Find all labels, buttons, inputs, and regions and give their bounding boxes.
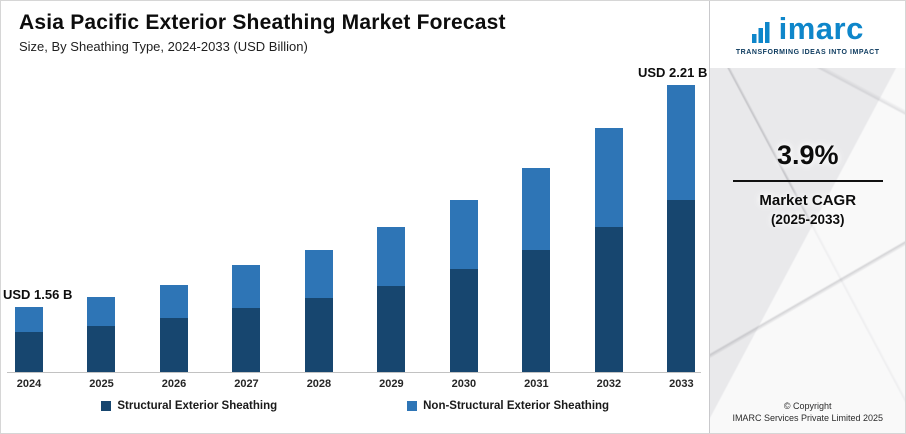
bar-segment-structural-2029 xyxy=(377,286,406,372)
bar-stack-2025 xyxy=(87,62,116,372)
bar-segment-non-structural-2031 xyxy=(522,168,551,250)
bar-segment-structural-2031 xyxy=(522,250,551,372)
x-tick-label-2031: 2031 xyxy=(524,378,549,390)
legend: Structural Exterior Sheathing Non-Structu… xyxy=(1,400,709,412)
bar-stack-2030 xyxy=(449,62,478,372)
plot: 2024 2025 2026 2027 2028 2029 2030 2031 2032 2033… xyxy=(1,62,709,390)
x-tick-label-2024: 2024 xyxy=(16,378,42,390)
legend-item-structural: Structural Exterior Sheathing xyxy=(101,400,277,412)
bar-segment-structural-2026 xyxy=(159,318,188,372)
x-tick-label-2029: 2029 xyxy=(379,378,404,390)
bar-segment-structural-2025 xyxy=(87,326,116,372)
bar-stack-2024 xyxy=(15,62,43,372)
bar-column-2025: 2025 xyxy=(87,62,116,390)
bar-segment-structural-2032 xyxy=(594,227,623,372)
copyright-line1: © Copyright xyxy=(783,400,832,411)
legend-swatch xyxy=(101,401,112,411)
bar-column-2033: 2033 xyxy=(667,62,696,390)
cagr-block: 3.9% Market CAGR (2025-2033) xyxy=(710,140,905,227)
bar-column-2026: 2026 xyxy=(159,62,188,390)
bar-column-2027: 2027 xyxy=(232,62,261,390)
x-tick-label-2028: 2028 xyxy=(306,378,332,390)
value-label: USD 2.21 B xyxy=(638,65,708,80)
bar-segment-structural-2030 xyxy=(449,269,478,372)
bar-stack-2031 xyxy=(522,62,551,372)
bar-column-2028: 2028 xyxy=(304,62,333,390)
chart-subtitle: Size, By Sheathing Type, 2024-2033 (USD … xyxy=(19,39,308,54)
x-tick-label-2033: 2033 xyxy=(669,378,694,390)
cagr-years: (2025-2033) xyxy=(770,211,845,227)
bar-stack-2027 xyxy=(232,62,261,372)
bar-stack-2033 xyxy=(667,62,696,372)
bar-segment-structural-2027 xyxy=(232,308,261,372)
imarc-logo-row: imarc xyxy=(720,11,895,46)
copyright: © Copyright IMARC Services Private Limit… xyxy=(710,400,905,425)
x-tick-label-2025: 2025 xyxy=(89,378,114,390)
x-tick-label-2026: 2026 xyxy=(161,378,187,390)
imarc-logo: imarc TRANSFORMING IDEAS INTO IMPACT xyxy=(710,1,905,68)
chart-area: Asia Pacific Exterior Sheathing Market F… xyxy=(1,1,709,433)
imarc-tagline: TRANSFORMING IDEAS INTO IMPACT xyxy=(735,48,880,56)
bar-segment-non-structural-2026 xyxy=(159,285,188,318)
bar-stack-2029 xyxy=(377,62,406,372)
bar-segment-non-structural-2025 xyxy=(87,297,116,326)
bar-column-2029: 2029 xyxy=(377,62,406,390)
brand-panel: imarc TRANSFORMING IDEAS INTO IMPACT 3.9… xyxy=(709,1,905,433)
chart-title: Asia Pacific Exterior Sheathing Market F… xyxy=(19,11,506,34)
bar-stack-2032 xyxy=(594,62,623,372)
bar-segment-structural-2033 xyxy=(667,200,696,372)
legend-label: Non-Structural Exterior Sheathing xyxy=(423,400,610,412)
bar-segment-structural-2024 xyxy=(15,332,43,372)
cagr-value: 3.9% xyxy=(776,139,839,170)
bar-segment-non-structural-2029 xyxy=(377,227,406,286)
bar-column-2031: 2031 xyxy=(522,62,551,390)
x-axis-line xyxy=(7,372,702,373)
bar-stack-2028 xyxy=(304,62,333,372)
cagr-divider xyxy=(732,179,883,182)
imarc-logo-text: imarc xyxy=(778,11,864,46)
chart-header: Asia Pacific Exterior Sheathing Market F… xyxy=(1,1,709,54)
legend-swatch xyxy=(407,401,418,411)
imarc-logo-bars-icon xyxy=(751,21,770,43)
x-tick-label-2032: 2032 xyxy=(596,378,622,390)
bar-segment-non-structural-2024 xyxy=(15,307,43,332)
bar-segment-non-structural-2030 xyxy=(449,200,478,269)
legend-item-non-structural: Non-Structural Exterior Sheathing xyxy=(407,400,609,412)
bar-column-2024: 2024 xyxy=(15,62,43,390)
bars-row: 2024 2025 2026 2027 2028 2029 2030 2031 2032 2033 xyxy=(1,62,709,390)
bar-segment-non-structural-2027 xyxy=(232,265,261,308)
legend-label: Structural Exterior Sheathing xyxy=(117,400,278,412)
x-tick-label-2027: 2027 xyxy=(234,378,259,390)
bar-column-2032: 2032 xyxy=(594,62,623,390)
bar-segment-structural-2028 xyxy=(304,298,333,372)
bar-segment-non-structural-2032 xyxy=(594,128,623,227)
x-tick-label-2030: 2030 xyxy=(451,378,477,390)
bar-segment-non-structural-2033 xyxy=(667,85,696,200)
bar-stack-2026 xyxy=(159,62,188,372)
bar-column-2030: 2030 xyxy=(449,62,478,390)
value-label: USD 1.56 B xyxy=(3,287,73,302)
cagr-label: Market CAGR xyxy=(759,191,857,209)
copyright-line2: IMARC Services Private Limited 2025 xyxy=(732,413,883,424)
bar-segment-non-structural-2028 xyxy=(304,250,333,298)
